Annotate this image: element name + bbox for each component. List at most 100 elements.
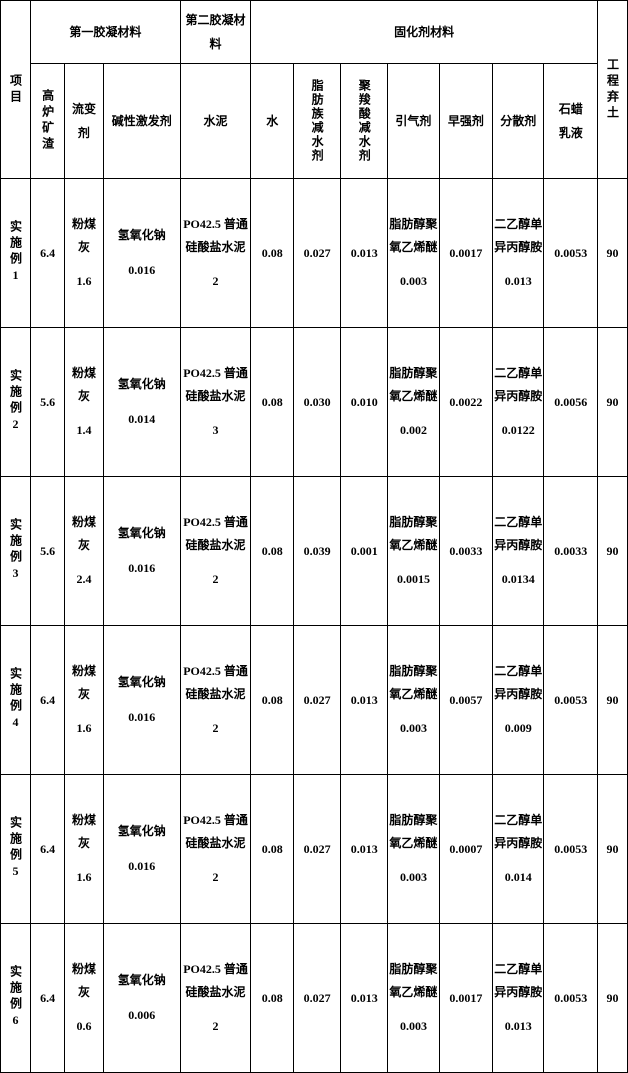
hdr-g3c3: 聚羧酸减水剂	[341, 64, 388, 179]
hdr-g1c1: 高炉矿渣	[30, 64, 64, 179]
cell: 氢氧化钠0.006	[103, 924, 180, 1073]
cell: 粉煤灰0.6	[65, 924, 104, 1073]
hdr-group1: 第一胶凝材料	[30, 1, 180, 64]
cell: 0.08	[251, 477, 294, 626]
cell: 90	[597, 626, 627, 775]
cell: 0.027	[294, 775, 341, 924]
cell: 6.4	[30, 626, 64, 775]
hdr-g1c3: 碱性激发剂	[103, 64, 180, 179]
hdr-g3c7-label: 石蜡乳液	[559, 97, 583, 145]
cell: PO42.5 普通硅酸盐水泥2	[180, 924, 251, 1073]
hdr-last: 工程弃土	[597, 1, 627, 179]
cell: 0.013	[341, 626, 388, 775]
cell: 氢氧化钠0.014	[103, 328, 180, 477]
cell: 二乙醇单异丙醇胺0.013	[493, 924, 544, 1073]
cell: PO42.5 普通硅酸盐水泥3	[180, 328, 251, 477]
hdr-group2: 第二胶凝材料	[180, 1, 251, 64]
cell: 5.6	[30, 477, 64, 626]
row-label: 实施例3	[1, 477, 31, 626]
cell: 氢氧化钠0.016	[103, 477, 180, 626]
hdr-g3c4: 引气剂	[388, 64, 439, 179]
hdr-g3c2-label: 脂肪族减水剂	[305, 79, 329, 163]
cell: 6.4	[30, 179, 64, 328]
cell: 0.001	[341, 477, 388, 626]
cell: 0.0017	[439, 924, 492, 1073]
cell: 0.0053	[544, 179, 598, 328]
cell: 二乙醇单异丙醇胺0.0122	[493, 328, 544, 477]
cell: 氢氧化钠0.016	[103, 179, 180, 328]
cell: 粉煤灰2.4	[65, 477, 104, 626]
table-row: 实施例16.4粉煤灰1.6氢氧化钠0.016PO42.5 普通硅酸盐水泥20.0…	[1, 179, 628, 328]
cell: 0.0022	[439, 328, 492, 477]
cell: 5.6	[30, 328, 64, 477]
hdr-last-label: 工程弃土	[600, 58, 624, 122]
hdr-project: 项目	[1, 1, 31, 179]
cell: 0.027	[294, 626, 341, 775]
cell: 氢氧化钠0.016	[103, 775, 180, 924]
cell: 0.0007	[439, 775, 492, 924]
table-row: 实施例35.6粉煤灰2.4氢氧化钠0.016PO42.5 普通硅酸盐水泥20.0…	[1, 477, 628, 626]
cell: 0.0033	[439, 477, 492, 626]
materials-table: 项目 第一胶凝材料 第二胶凝材料 固化剂材料 工程弃土 高炉矿渣 流变剂 碱性激…	[0, 0, 628, 1073]
hdr-g3c3-label: 聚羧酸减水剂	[352, 79, 376, 163]
cell: 二乙醇单异丙醇胺0.0134	[493, 477, 544, 626]
cell: 0.08	[251, 179, 294, 328]
cell: 0.08	[251, 328, 294, 477]
hdr-group3: 固化剂材料	[251, 1, 598, 64]
cell: 氢氧化钠0.016	[103, 626, 180, 775]
cell: 0.08	[251, 924, 294, 1073]
cell: 0.0053	[544, 775, 598, 924]
cell: 90	[597, 328, 627, 477]
cell: 0.0053	[544, 626, 598, 775]
row-label: 实施例6	[1, 924, 31, 1073]
hdr-g3c2: 脂肪族减水剂	[294, 64, 341, 179]
cell: 0.013	[341, 775, 388, 924]
cell: 6.4	[30, 924, 64, 1073]
page: 项目 第一胶凝材料 第二胶凝材料 固化剂材料 工程弃土 高炉矿渣 流变剂 碱性激…	[0, 0, 628, 1000]
cell: 0.027	[294, 179, 341, 328]
cell: 0.08	[251, 626, 294, 775]
cell: 二乙醇单异丙醇胺0.009	[493, 626, 544, 775]
cell: 脂肪醇聚氧乙烯醚0.003	[388, 924, 439, 1073]
cell: 二乙醇单异丙醇胺0.014	[493, 775, 544, 924]
cell: 粉煤灰1.6	[65, 179, 104, 328]
header-row-1: 项目 第一胶凝材料 第二胶凝材料 固化剂材料 工程弃土	[1, 1, 628, 64]
cell: PO42.5 普通硅酸盐水泥2	[180, 179, 251, 328]
row-label: 实施例4	[1, 626, 31, 775]
table-row: 实施例56.4粉煤灰1.6氢氧化钠0.016PO42.5 普通硅酸盐水泥20.0…	[1, 775, 628, 924]
cell: 0.0057	[439, 626, 492, 775]
cell: 0.0033	[544, 477, 598, 626]
cell: PO42.5 普通硅酸盐水泥2	[180, 626, 251, 775]
hdr-g2c1: 水泥	[180, 64, 251, 179]
cell: 0.08	[251, 775, 294, 924]
table-row: 实施例66.4粉煤灰0.6氢氧化钠0.006PO42.5 普通硅酸盐水泥20.0…	[1, 924, 628, 1073]
hdr-g3c5: 早强剂	[439, 64, 492, 179]
cell: 6.4	[30, 775, 64, 924]
row-label: 实施例2	[1, 328, 31, 477]
cell: 0.030	[294, 328, 341, 477]
row-label: 实施例5	[1, 775, 31, 924]
cell: 0.039	[294, 477, 341, 626]
cell: 脂肪醇聚氧乙烯醚0.002	[388, 328, 439, 477]
cell: 90	[597, 775, 627, 924]
cell: 0.0056	[544, 328, 598, 477]
cell: 0.027	[294, 924, 341, 1073]
hdr-project-label: 项目	[3, 74, 27, 106]
cell: 脂肪醇聚氧乙烯醚0.003	[388, 626, 439, 775]
hdr-g1c2-label: 流变剂	[72, 97, 96, 145]
cell: PO42.5 普通硅酸盐水泥2	[180, 775, 251, 924]
hdr-g1c1-label: 高炉矿渣	[36, 89, 60, 153]
hdr-g1c2: 流变剂	[65, 64, 104, 179]
cell: 0.013	[341, 924, 388, 1073]
cell: 0.013	[341, 179, 388, 328]
cell: PO42.5 普通硅酸盐水泥2	[180, 477, 251, 626]
cell: 粉煤灰1.4	[65, 328, 104, 477]
table-row: 实施例46.4粉煤灰1.6氢氧化钠0.016PO42.5 普通硅酸盐水泥20.0…	[1, 626, 628, 775]
row-label: 实施例1	[1, 179, 31, 328]
hdr-g3c7: 石蜡乳液	[544, 64, 598, 179]
cell: 脂肪醇聚氧乙烯醚0.003	[388, 179, 439, 328]
cell: 脂肪醇聚氧乙烯醚0.0015	[388, 477, 439, 626]
cell: 二乙醇单异丙醇胺0.013	[493, 179, 544, 328]
cell: 粉煤灰1.6	[65, 626, 104, 775]
hdr-g3c1: 水	[251, 64, 294, 179]
